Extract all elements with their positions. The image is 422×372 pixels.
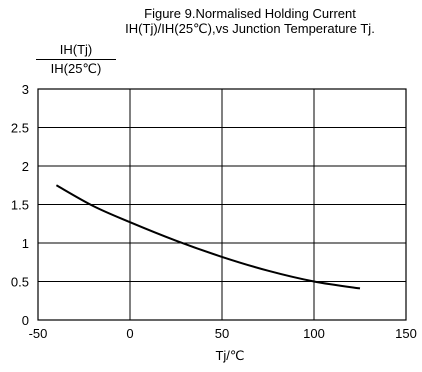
y-tick-label: 1 bbox=[22, 236, 29, 251]
y-tick-label: 3 bbox=[22, 82, 29, 97]
x-tick-label: -50 bbox=[29, 326, 48, 341]
series-line bbox=[55, 184, 361, 290]
plot-frame bbox=[37, 88, 407, 321]
y-axis-label-fraction-bar bbox=[36, 59, 116, 60]
y-tick-label: 1.5 bbox=[11, 198, 29, 213]
grid-lines bbox=[38, 89, 406, 320]
y-tick-label: 2.5 bbox=[11, 121, 29, 136]
x-tick-label: 0 bbox=[126, 326, 133, 341]
y-axis-label-numerator: IH(Tj) bbox=[59, 42, 93, 57]
y-tick-label: 2 bbox=[22, 159, 29, 174]
y-axis-label-denominator: IH(25℃) bbox=[50, 61, 102, 76]
x-tick-label: 150 bbox=[395, 326, 417, 341]
x-axis-label: Tj/℃ bbox=[215, 348, 245, 363]
y-tick-label: 0 bbox=[22, 313, 29, 328]
y-tick-labels: 0 0.5 1 1.5 2 2.5 3 bbox=[11, 82, 29, 328]
chart-subtitle: IH(Tj)/IH(25℃),vs Junction Temperature T… bbox=[125, 21, 375, 36]
x-tick-labels: -50 0 50 100 150 bbox=[29, 326, 417, 341]
x-tick-label: 100 bbox=[303, 326, 325, 341]
y-tick-label: 0.5 bbox=[11, 275, 29, 290]
chart-title: Figure 9.Normalised Holding Current bbox=[144, 6, 356, 21]
x-tick-label: 50 bbox=[215, 326, 229, 341]
